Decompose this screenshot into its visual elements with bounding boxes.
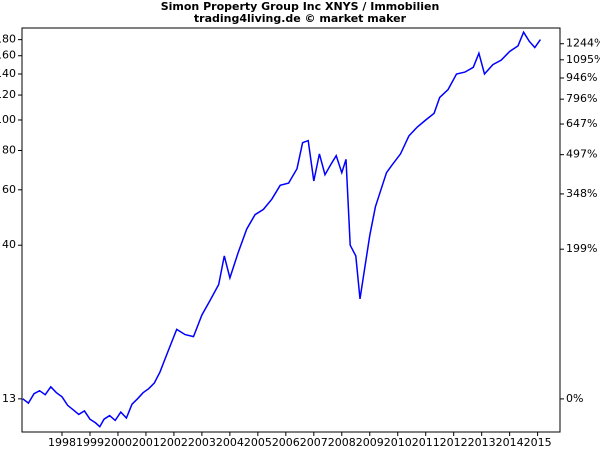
x-tick-label: 2008 xyxy=(328,436,356,449)
y2-tick-label: 199% xyxy=(566,242,597,255)
x-tick-label: 2009 xyxy=(356,436,384,449)
x-tick-label: 2001 xyxy=(132,436,160,449)
y2-tick-label: 348% xyxy=(566,187,597,200)
x-tick-label: 2014 xyxy=(496,436,524,449)
y-tick-label: 40 xyxy=(2,238,16,251)
y2-tick-label: 1095% xyxy=(566,53,600,66)
x-tick-label: 2013 xyxy=(468,436,496,449)
x-tick-label: 2007 xyxy=(300,436,328,449)
y2-tick-label: 796% xyxy=(566,92,597,105)
y-tick-label: 80 xyxy=(2,143,16,156)
x-tick-label: 2006 xyxy=(272,436,300,449)
x-tick-label: 1999 xyxy=(76,436,104,449)
x-tick-label: 2002 xyxy=(160,436,188,449)
x-tick-label: 2010 xyxy=(384,436,412,449)
y-tick-label: 120 xyxy=(0,88,16,101)
x-tick-label: 1998 xyxy=(48,436,76,449)
x-tick-label: 2005 xyxy=(244,436,272,449)
y2-tick-label: 946% xyxy=(566,71,597,84)
x-tick-label: 2004 xyxy=(216,436,244,449)
x-tick-label: 2003 xyxy=(188,436,216,449)
price-line xyxy=(22,30,542,428)
chart-subtitle: trading4living.de © market maker xyxy=(194,12,407,25)
y-tick-label: 100 xyxy=(0,113,16,126)
y-tick-label: 60 xyxy=(2,183,16,196)
x-tick-label: 2011 xyxy=(412,436,440,449)
y2-tick-label: 497% xyxy=(566,148,597,161)
chart-title: Simon Property Group Inc XNYS / Immobili… xyxy=(161,0,440,13)
x-tick-label: 2015 xyxy=(524,436,552,449)
y-tick-label: 140 xyxy=(0,67,16,80)
y-tick-label: 180 xyxy=(0,33,16,46)
x-tick-label: 2012 xyxy=(440,436,468,449)
y-tick-label: 160 xyxy=(0,49,16,62)
y-tick-label: 13 xyxy=(2,392,16,405)
x-tick-label: 2000 xyxy=(104,436,132,449)
y2-tick-label: 647% xyxy=(566,117,597,130)
plot-frame xyxy=(21,27,561,433)
y2-tick-label: 0% xyxy=(566,392,583,405)
y2-tick-label: 1244% xyxy=(566,37,600,50)
